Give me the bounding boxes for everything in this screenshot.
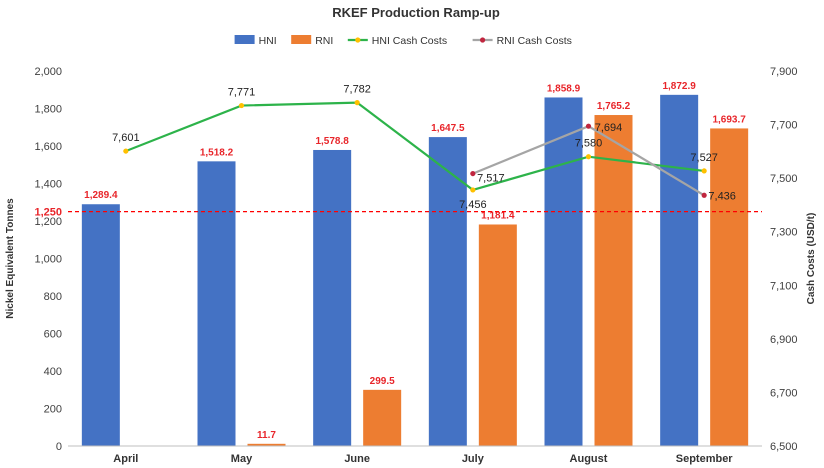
y2-tick-label: 7,700 <box>770 120 798 132</box>
x-tick-label: September <box>676 453 734 465</box>
y-tick-label: 400 <box>44 366 62 378</box>
line-marker <box>123 148 129 154</box>
line-data-label: 7,694 <box>595 122 623 134</box>
line-marker <box>585 154 592 160</box>
y-tick-label: 600 <box>44 329 62 341</box>
bar-hni-may <box>197 161 236 446</box>
bar-data-label: 1,858.9 <box>547 83 581 94</box>
bar-data-label: 1,765.2 <box>597 101 631 112</box>
x-tick-label: June <box>344 453 370 465</box>
line-data-label: 7,527 <box>690 152 718 164</box>
line-data-label: 7,782 <box>343 84 371 96</box>
bar-data-label: 1,872.9 <box>662 81 696 92</box>
y-tick-label: 1,600 <box>34 141 62 153</box>
reference-line-group: 1,250 <box>34 207 762 219</box>
bar-data-label: 1,289.4 <box>84 190 118 201</box>
line-marker <box>470 170 476 177</box>
chart-title: RKEF Production Ramp-up <box>332 5 500 20</box>
bar-data-label: 1,518.2 <box>200 147 234 158</box>
legend-label: HNI Cash Costs <box>372 35 447 47</box>
legend: HNI RNI HNI Cash Costs RNI Cash Costs <box>234 35 572 47</box>
bar-rni-june <box>363 389 402 446</box>
legend-swatch <box>291 35 312 44</box>
y-tick-label: 200 <box>44 404 62 416</box>
legend-item-hni-cash-costs: HNI Cash Costs <box>347 35 447 47</box>
bar-rni-may <box>247 443 286 446</box>
line-data-label: 7,771 <box>228 87 256 99</box>
line-data-label: 7,601 <box>112 132 140 144</box>
y-tick-label: 800 <box>44 291 62 303</box>
y2-tick-label: 7,500 <box>770 173 798 185</box>
y-tick-label: 1,400 <box>34 179 62 191</box>
bar-rni-july <box>478 224 517 446</box>
y2-axis-title: Cash Costs (USD/t) <box>806 213 817 305</box>
line-data-label: 7,517 <box>477 173 505 185</box>
bar-data-label: 1,647.5 <box>431 123 465 134</box>
bar-data-label: 1,578.8 <box>315 136 349 147</box>
bar-rni-september <box>710 128 749 446</box>
legend-marker <box>480 37 486 43</box>
bar-rni-august <box>594 115 633 447</box>
bar-hni-august <box>544 97 583 447</box>
legend-label: HNI <box>259 35 277 47</box>
y2-tick-label: 6,900 <box>770 334 798 346</box>
line-marker <box>585 123 592 129</box>
legend-swatch <box>234 35 255 44</box>
reference-line-label: 1,250 <box>34 207 62 219</box>
bars: 1,289.4 1,518.2 1,578.8 1,647.5 1,858.9 1,872… <box>81 81 749 447</box>
bar-data-label: 11.7 <box>257 430 276 441</box>
bar-hni-july <box>428 137 467 446</box>
legend-item-rni-cash-costs: RNI Cash Costs <box>472 35 572 47</box>
line-marker <box>238 102 245 109</box>
line-hni-cash-costs <box>125 101 705 192</box>
line-marker <box>470 187 476 193</box>
legend-item-rni: RNI <box>291 35 333 47</box>
x-axis: April May June July August September <box>68 445 762 465</box>
line-marker <box>701 192 707 198</box>
y2-tick-label: 6,500 <box>770 441 798 453</box>
lines: 7,601 7,771 7,782 7,456 7,580 7,527 7,517 7,694… <box>112 84 736 211</box>
line-marker <box>701 168 707 174</box>
line-marker <box>354 100 360 106</box>
x-tick-label: May <box>231 453 253 465</box>
line-data-label: 7,436 <box>708 190 736 202</box>
bar-data-label: 1,693.7 <box>712 114 746 125</box>
y-tick-label: 0 <box>56 441 62 453</box>
legend-label: RNI <box>315 35 333 47</box>
legend-marker <box>355 37 361 43</box>
x-tick-label: August <box>570 453 608 465</box>
y-axis-title: Nickel Equivalent Tonnes <box>5 198 16 319</box>
x-tick-label: July <box>462 453 485 465</box>
bar-data-label: 299.5 <box>370 376 395 387</box>
y-tick-label: 1,800 <box>34 104 62 116</box>
line-data-label: 7,580 <box>575 138 603 150</box>
line-data-label: 7,456 <box>459 199 487 211</box>
bar-data-label: 1,181.4 <box>481 210 515 221</box>
bar-hni-september <box>660 94 699 447</box>
y2-tick-label: 7,900 <box>770 66 798 78</box>
y2-tick-label: 6,700 <box>770 387 798 399</box>
y-tick-label: 1,200 <box>34 216 62 228</box>
legend-label: RNI Cash Costs <box>497 35 572 47</box>
y2-tick-label: 7,300 <box>770 227 798 239</box>
y2-axis-ticks: 6,500 6,700 6,900 7,100 7,300 7,500 7,700 7,900 <box>770 66 798 453</box>
y-tick-label: 1,000 <box>34 254 62 266</box>
y-tick-label: 2,000 <box>34 66 62 78</box>
bar-hni-april <box>81 204 120 446</box>
y2-tick-label: 7,100 <box>770 280 798 292</box>
bar-hni-june <box>313 149 352 446</box>
x-tick-label: April <box>113 453 138 465</box>
y-axis-ticks: 0 200 400 600 800 1,000 1,200 1,400 1,600 1,800 2,… <box>34 66 62 453</box>
legend-item-hni: HNI <box>234 35 277 47</box>
